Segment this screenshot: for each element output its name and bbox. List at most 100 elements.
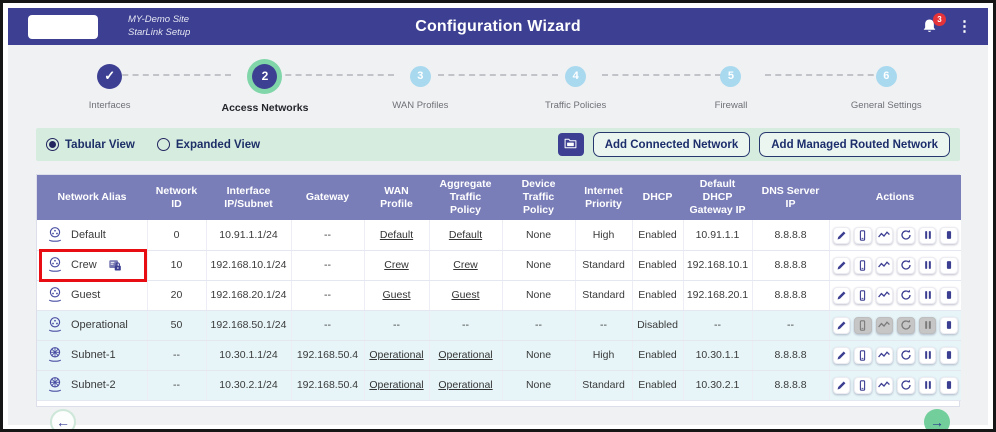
kebab-menu-icon[interactable]: ⋮ bbox=[957, 18, 972, 35]
action-pause-button[interactable] bbox=[918, 256, 937, 274]
column-header-internet-priority: Internet Priority bbox=[575, 175, 632, 221]
step-connector bbox=[601, 74, 721, 76]
pause-icon bbox=[923, 380, 933, 390]
network-row-operational: Operational 50 192.168.50.1/24 -- -- -- -- -- Di… bbox=[37, 310, 961, 341]
step-circle-5[interactable]: 5 bbox=[720, 65, 742, 87]
aggregate-policy-link[interactable]: Guest bbox=[451, 289, 480, 302]
action-edit-button[interactable] bbox=[832, 316, 851, 334]
step-circle-row: ✓ bbox=[97, 61, 123, 91]
action-buttons bbox=[832, 316, 959, 334]
action-monitor-button[interactable] bbox=[875, 286, 894, 304]
connected-network-icon bbox=[46, 316, 64, 334]
expanded-panel-icon-button[interactable] bbox=[557, 133, 584, 156]
action-stop-button[interactable] bbox=[940, 256, 958, 274]
cell-network-id: 20 bbox=[147, 280, 207, 311]
wan-profile-link[interactable]: Operational bbox=[369, 379, 424, 392]
step-connector bbox=[765, 74, 885, 76]
action-stop-button[interactable] bbox=[940, 226, 958, 244]
action-monitor-button[interactable] bbox=[875, 226, 894, 244]
wizard-body: ✓ Interfaces 2 Access Networks 3 WAN Profiles… bbox=[8, 45, 988, 429]
action-monitor-button[interactable] bbox=[875, 346, 894, 364]
action-edit-button[interactable] bbox=[832, 256, 851, 274]
action-stop-button[interactable] bbox=[940, 376, 958, 394]
radio-expanded-view[interactable]: Expanded View bbox=[156, 138, 260, 151]
wan-profile-link[interactable]: Guest bbox=[382, 289, 411, 302]
add-managed-routed-network-button[interactable]: Add Managed Routed Network bbox=[759, 132, 950, 157]
bell-icon bbox=[921, 18, 938, 39]
action-monitor-button[interactable] bbox=[875, 376, 894, 394]
action-pause-button[interactable] bbox=[918, 376, 937, 394]
header-row: Network Alias Network ID Interface IP/Subn… bbox=[37, 175, 961, 221]
action-pause-button[interactable] bbox=[918, 346, 937, 364]
site-name: MY-Demo Site bbox=[128, 14, 190, 26]
cell-dns-server: 8.8.8.8 bbox=[752, 220, 830, 251]
action-edit-button[interactable] bbox=[832, 346, 851, 364]
action-pause-button[interactable] bbox=[918, 226, 937, 244]
action-edit-button[interactable] bbox=[832, 286, 851, 304]
add-connected-network-button[interactable]: Add Connected Network bbox=[592, 132, 751, 157]
action-edit-button[interactable] bbox=[832, 376, 851, 394]
aggregate-policy-link[interactable]: Operational bbox=[438, 349, 493, 362]
action-monitor-button[interactable] bbox=[875, 256, 894, 274]
wan-profile-link[interactable]: Default bbox=[379, 229, 414, 242]
stop-icon bbox=[944, 350, 954, 360]
action-edit-button[interactable] bbox=[832, 226, 851, 244]
step-circle-6[interactable]: 6 bbox=[875, 65, 897, 87]
previous-step-button[interactable]: ← bbox=[50, 408, 76, 429]
action-stop-button[interactable] bbox=[940, 286, 958, 304]
radio-tabular-view[interactable]: Tabular View bbox=[46, 138, 135, 151]
monitor-icon bbox=[878, 319, 891, 331]
action-device-button[interactable] bbox=[854, 226, 872, 244]
column-header-gateway: Gateway bbox=[291, 175, 364, 221]
action-device-button[interactable] bbox=[854, 286, 872, 304]
network-row-crew: Crew 10 192.168.10.1/24 -- Crew Crew None Stand… bbox=[37, 248, 961, 282]
reconnect-icon bbox=[900, 319, 912, 331]
cell-aggregate-policy: Default bbox=[429, 220, 503, 251]
column-header-dhcp: DHCP bbox=[632, 175, 683, 221]
notifications-button[interactable]: 3 bbox=[921, 12, 946, 39]
networks-table: Network Alias Network ID Interface IP/Subn… bbox=[37, 175, 961, 401]
action-reconnect-button[interactable] bbox=[897, 226, 915, 244]
network-alias-label: Default bbox=[71, 229, 106, 242]
cell-aggregate-policy: Crew bbox=[429, 250, 503, 281]
aggregate-policy-link[interactable]: Operational bbox=[438, 379, 493, 392]
cell-device-policy: None bbox=[502, 250, 576, 281]
wan-profile-link[interactable]: Operational bbox=[369, 349, 424, 362]
cell-dhcp: Enabled bbox=[632, 220, 684, 251]
aggregate-policy-link[interactable]: Crew bbox=[453, 259, 478, 272]
cell-device-policy: None bbox=[502, 280, 576, 311]
action-reconnect-button[interactable] bbox=[897, 286, 915, 304]
step-circle-4[interactable]: 4 bbox=[565, 65, 587, 87]
action-device-button bbox=[854, 316, 872, 334]
cell-gateway: -- bbox=[291, 250, 365, 281]
action-monitor-button bbox=[875, 316, 894, 334]
step-circle-row: 4 bbox=[565, 61, 587, 91]
cell-network-id: 10 bbox=[147, 250, 207, 281]
action-reconnect-button[interactable] bbox=[897, 256, 915, 274]
action-pause-button[interactable] bbox=[918, 286, 937, 304]
aggregate-policy-link[interactable]: Default bbox=[448, 229, 483, 242]
step-circle-2[interactable]: 2 bbox=[252, 63, 278, 89]
cell-dhcp: Enabled bbox=[632, 280, 684, 311]
table-body: Default 0 10.91.1.1/24 -- Default Default None… bbox=[37, 220, 961, 401]
action-device-button[interactable] bbox=[854, 256, 872, 274]
action-reconnect-button[interactable] bbox=[897, 346, 915, 364]
network-row-subnet-1: Subnet-1 -- 10.30.1.1/24 192.168.50.4 Operat… bbox=[37, 340, 961, 371]
action-reconnect-button[interactable] bbox=[897, 376, 915, 394]
cell-interface-ip: 10.30.2.1/24 bbox=[206, 370, 292, 401]
wan-profile-link[interactable]: Crew bbox=[384, 259, 409, 272]
cell-interface-ip: 10.91.1.1/24 bbox=[206, 220, 292, 251]
step-label-firewall: Firewall bbox=[714, 100, 748, 111]
action-stop-button[interactable] bbox=[940, 346, 958, 364]
action-device-button[interactable] bbox=[854, 376, 872, 394]
action-device-button[interactable] bbox=[854, 346, 872, 364]
pause-icon bbox=[923, 320, 933, 330]
step-circle-1-check-icon[interactable]: ✓ bbox=[97, 63, 123, 89]
cell-device-policy: None bbox=[502, 370, 576, 401]
cell-network-alias: Guest bbox=[37, 280, 148, 311]
cell-internet-priority: Standard bbox=[575, 370, 633, 401]
action-stop-button[interactable] bbox=[940, 316, 958, 334]
next-step-button[interactable]: → bbox=[924, 408, 950, 429]
column-header-device-traffic-policy: Device Traffic Policy bbox=[502, 175, 575, 221]
step-circle-3[interactable]: 3 bbox=[409, 65, 431, 87]
